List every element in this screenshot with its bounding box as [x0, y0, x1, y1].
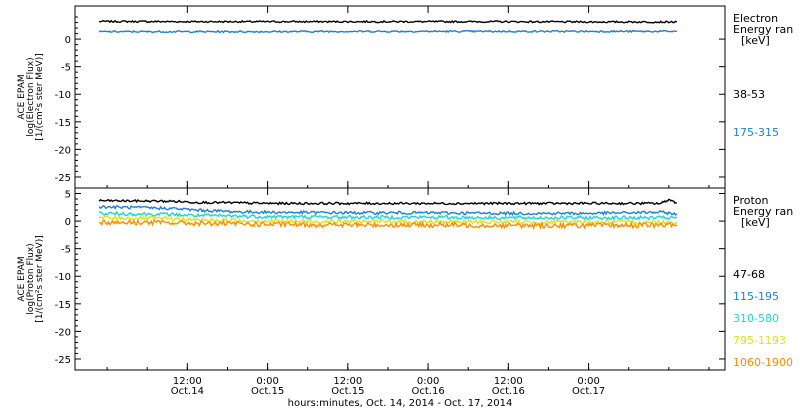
legend-entry-310-580: 310-580 [733, 312, 779, 325]
y-tick-label: -10 [55, 90, 71, 101]
legend-subtitle: [keV] [741, 34, 770, 47]
x-tick-time-label: 12:00 [494, 376, 523, 387]
y-axis-label: log(Proton Flux) [26, 243, 36, 314]
panel-frame [74, 5, 726, 189]
series-line-795-1193 [98, 214, 678, 227]
x-tick-date-label: Oct.15 [331, 386, 364, 397]
y-axis-label: log(Electron Flux) [26, 57, 36, 136]
legend-subtitle: Energy ran [733, 23, 793, 36]
x-tick-date-label: Oct.16 [492, 386, 525, 397]
x-tick-date-label: Oct.15 [251, 386, 284, 397]
legend-entry-1060-1900: 1060-1900 [733, 356, 793, 369]
x-tick-date-label: Oct.16 [411, 386, 444, 397]
y-axis-label: ACE EPAM [17, 256, 27, 301]
legend-entry-38-53: 38-53 [733, 88, 765, 101]
x-axis-label: hours:minutes, Oct. 14, 2014 - Oct. 17, … [288, 398, 513, 409]
series-line-1060-1900 [98, 218, 678, 230]
panel-frame [74, 187, 726, 371]
panel-proton: 5 0 -5 -10 -15 -20 -25 ACE EPAM log(Proton Flux)… [17, 187, 793, 371]
y-tick-label: -5 [61, 245, 71, 256]
legend-entry-115-195: 115-195 [733, 290, 779, 303]
legend-entry-47-68: 47-68 [733, 268, 765, 281]
y-tick-label: 0 [65, 35, 71, 46]
series-line-175-315 [98, 29, 677, 34]
y-axis-label: ACE EPAM [17, 74, 27, 119]
legend-subtitle: Energy ran [733, 205, 793, 218]
y-tick-label: 0 [65, 217, 71, 228]
legend-title: Proton [733, 194, 768, 207]
x-tick-date-label: Oct.17 [572, 386, 605, 397]
x-tick-time-label: 0:00 [577, 376, 599, 387]
y-tick-label: -10 [55, 272, 71, 283]
x-tick-time-label: 0:00 [417, 376, 439, 387]
y-tick-label: -15 [55, 118, 71, 129]
y-tick-label: -25 [55, 173, 71, 184]
y-tick-label: 5 [65, 190, 71, 201]
legend-title: Electron [733, 12, 778, 25]
y-tick-label: -15 [55, 300, 71, 311]
y-axis-label: [1/(cm²s ster MeV)] [35, 53, 45, 140]
legend-entry-175-315: 175-315 [733, 126, 779, 139]
panel-electron: 0 -5 -10 -15 -20 -25 ACE EPAM log(Electron Flux… [17, 5, 793, 189]
x-tick-time-label: 12:00 [173, 376, 202, 387]
y-tick-label: -20 [55, 327, 71, 338]
x-tick-time-label: 12:00 [333, 376, 362, 387]
series-line-115-195 [98, 204, 678, 217]
y-tick-label: -5 [61, 63, 71, 74]
series-line-38-53 [98, 19, 678, 24]
x-tick-date-label: Oct.14 [171, 386, 204, 397]
y-tick-label: -25 [55, 355, 71, 366]
x-tick-time-label: 0:00 [256, 376, 278, 387]
legend-entry-795-1193: 795-1193 [733, 334, 786, 347]
series-line-47-68 [98, 198, 677, 206]
series-line-310-580 [99, 210, 678, 222]
y-tick-label: -20 [55, 145, 71, 156]
y-axis-label: [1/(cm²s ster MeV)] [35, 235, 45, 322]
legend-subtitle: [keV] [741, 216, 770, 229]
